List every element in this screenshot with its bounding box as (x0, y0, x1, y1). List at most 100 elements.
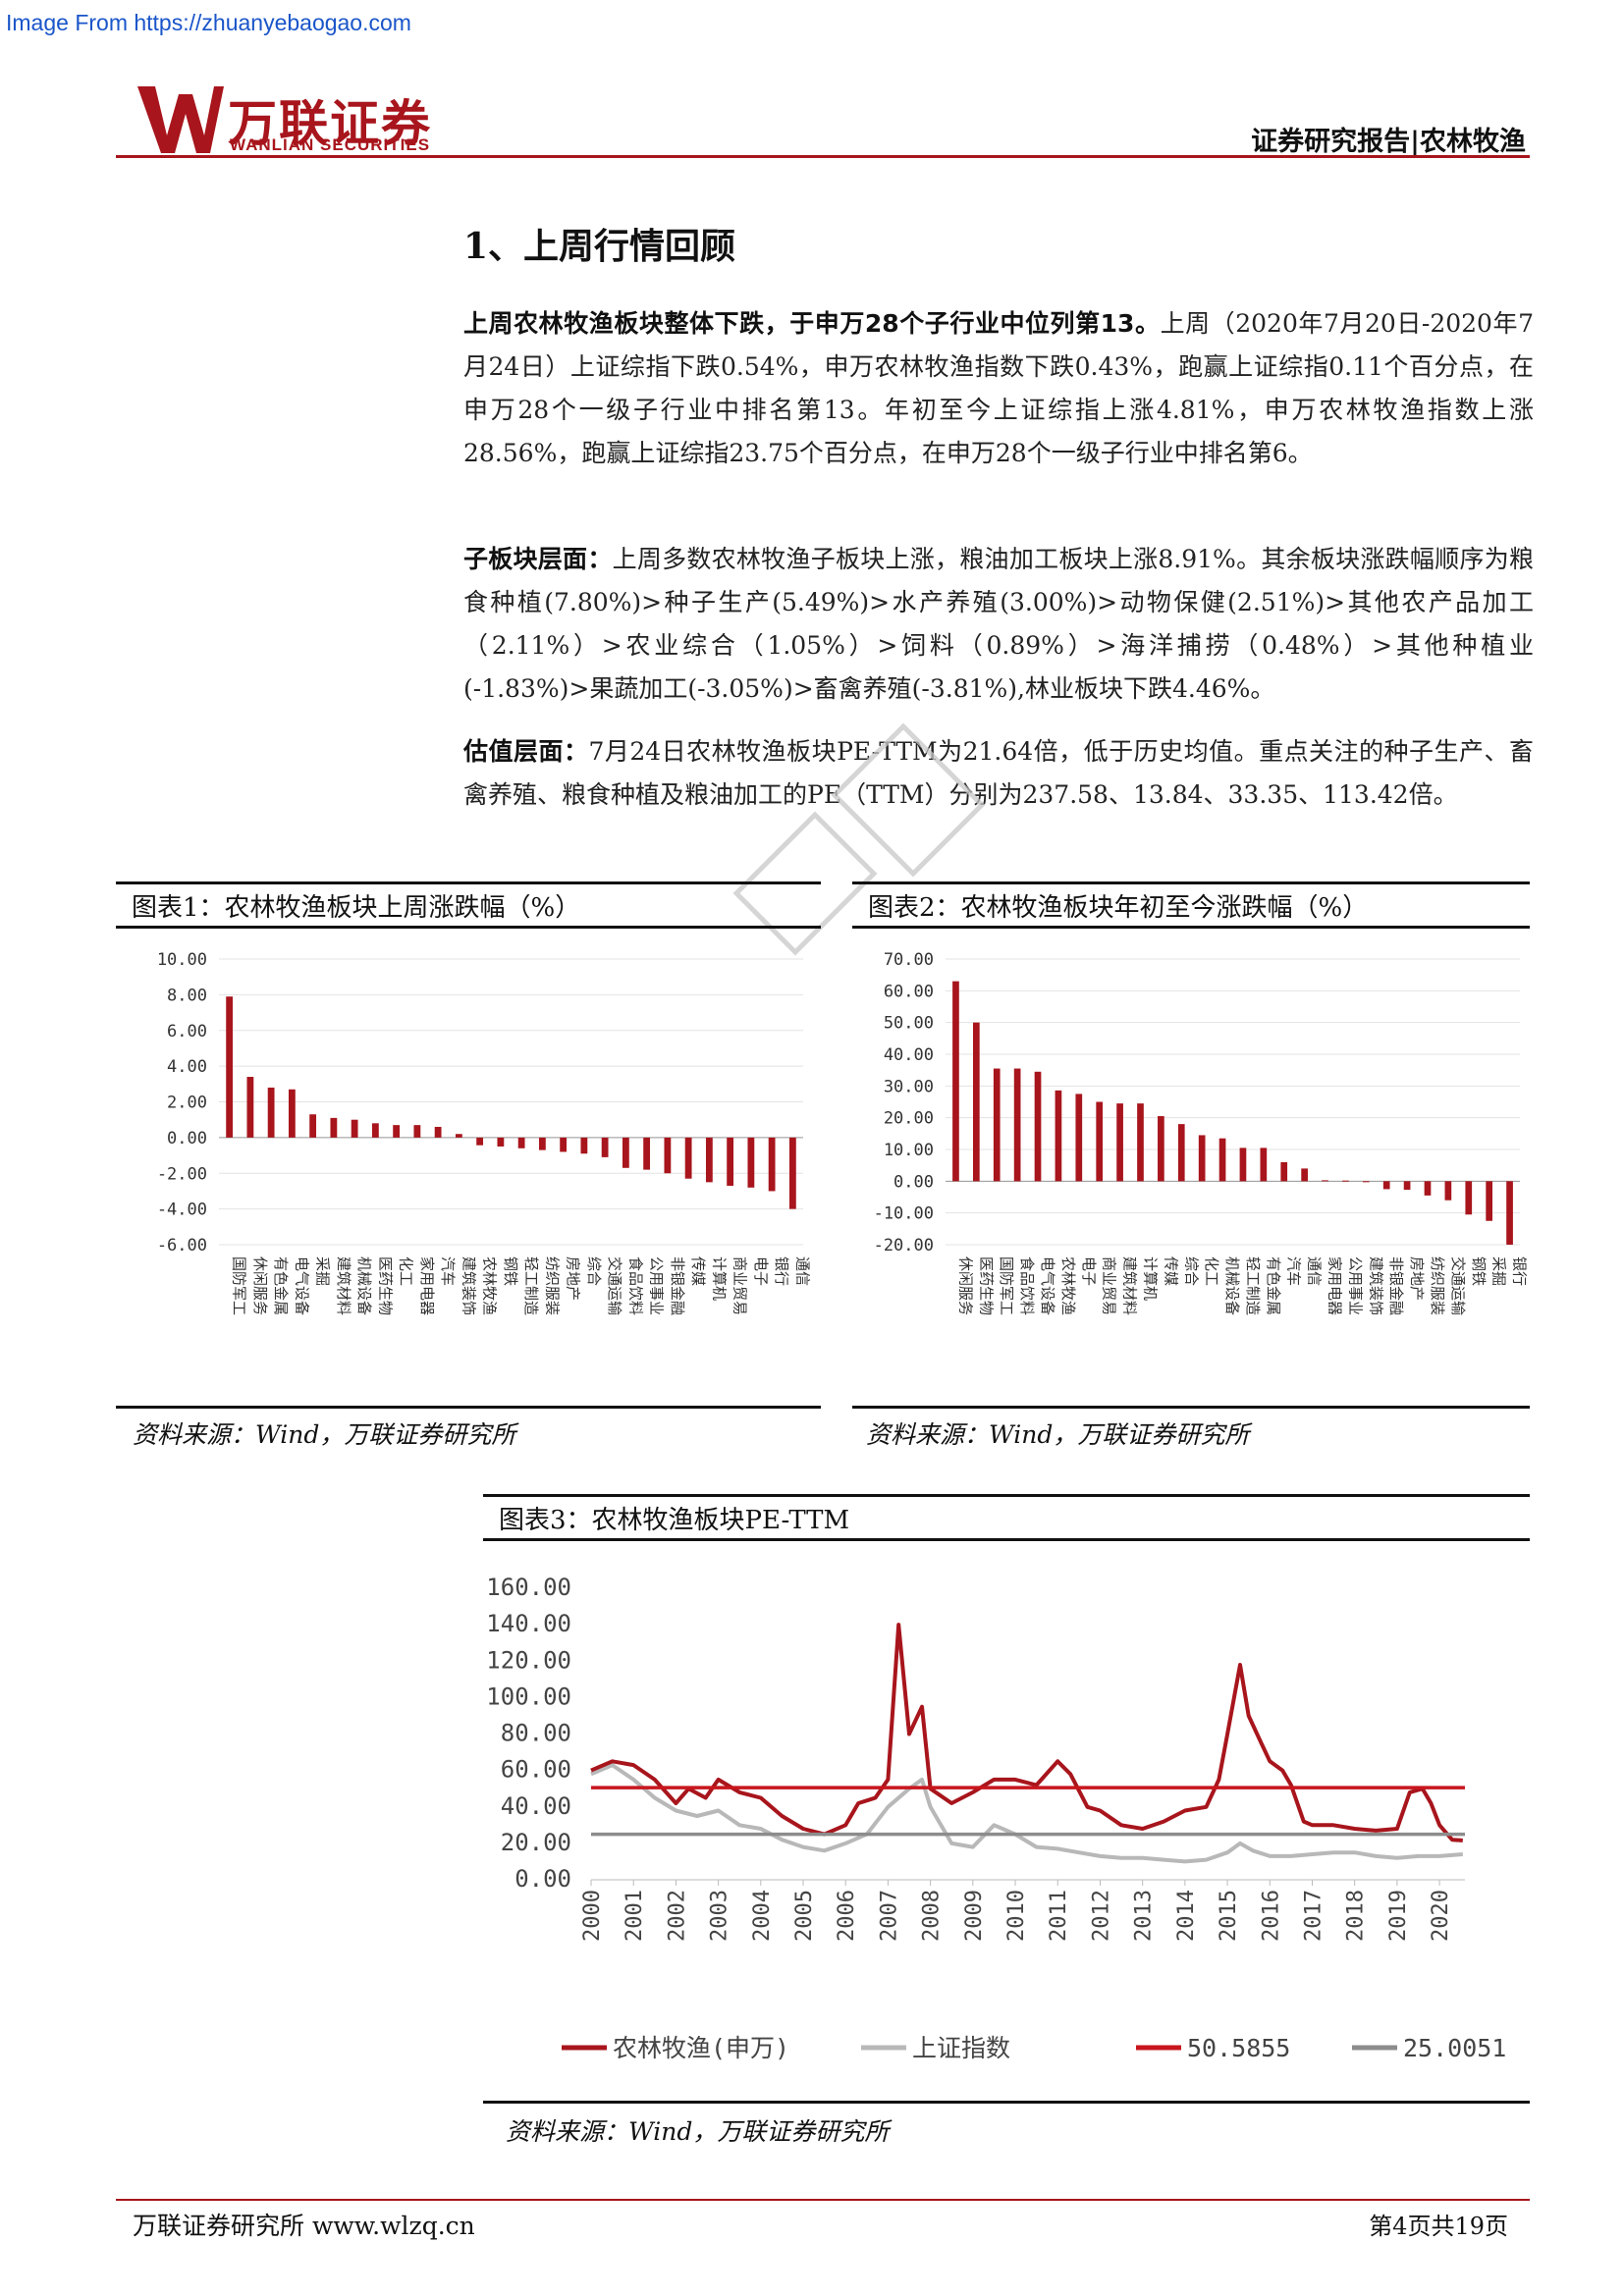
figure3-bottom-line (483, 2101, 1530, 2104)
x-tick-label: 轻工制造 (522, 1256, 540, 1315)
x-tick-label: 房地产 (565, 1256, 582, 1301)
x-tick-label: 2007 (877, 1890, 901, 1942)
y-tick-label: 6.00 (167, 1022, 207, 1041)
figure1-source: 资料来源：Wind，万联证券研究所 (133, 1420, 516, 1449)
x-tick-label: 2001 (623, 1890, 647, 1942)
x-tick-label: 钢铁 (1470, 1256, 1488, 1286)
x-tick-label: 采掘 (314, 1256, 332, 1286)
x-tick-label: 2018 (1344, 1890, 1369, 1942)
x-tick-label: 2017 (1301, 1890, 1326, 1942)
legend-label: 25.0051 (1403, 2034, 1506, 2062)
x-tick-label: 休闲服务 (956, 1256, 974, 1315)
x-tick-label: 2006 (835, 1890, 859, 1942)
bar (1075, 1094, 1083, 1182)
paragraph-overview-text: 上周（2020年7月20日-2020年7月24日）上证综指下跌0.54%，申万农… (463, 309, 1534, 467)
figure2-chart: 70.00 60.00 50.00 40.00 30.00 20.00 10.00 0.00 -… (874, 950, 1529, 1315)
x-tick-label: 食品饮料 (1018, 1256, 1036, 1315)
bar (1382, 1181, 1390, 1190)
x-tick-label: 电子 (1080, 1256, 1098, 1286)
bar (788, 1137, 796, 1209)
bar (1116, 1103, 1123, 1182)
figure1-chart: 10.00 8.00 6.00 4.00 2.00 0.00 -2.00 -4.00 -6.00… (157, 950, 812, 1315)
bar (727, 1137, 734, 1186)
wanlian-logo-icon (137, 86, 224, 153)
paragraph-overview: 上周农林牧渔板块整体下跌，于申万28个子行业中位列第13。上周（2020年7月2… (463, 302, 1534, 475)
y-tick-label: 120.00 (486, 1646, 571, 1674)
footer-left: 万联证券研究所 www.wlzq.cn (133, 2212, 475, 2240)
x-tick-label: 计算机 (1141, 1256, 1159, 1301)
x-tick-label: 2020 (1429, 1890, 1453, 1942)
x-tick-label: 2013 (1132, 1890, 1157, 1942)
figure1-bottom-line (116, 1406, 821, 1409)
figure1-title: 图表1：农林牧渔板块上周涨跌幅（%） (116, 881, 821, 929)
footer-divider (116, 2199, 1530, 2201)
bar (538, 1137, 546, 1150)
x-tick-label: 国防军工 (231, 1256, 248, 1315)
x-tick-label: 建筑装饰 (1367, 1256, 1384, 1315)
x-tick-label: 2009 (962, 1890, 987, 1942)
x-tick-label: 机械设备 (1223, 1256, 1241, 1315)
watermark-icon (732, 722, 986, 956)
bar (580, 1137, 588, 1154)
figure2-bottom-line (852, 1406, 1530, 1409)
bar (622, 1137, 629, 1168)
y-tick-label: 70.00 (884, 950, 934, 970)
x-tick-label: 公用事业 (648, 1256, 666, 1315)
x-tick-label: 医药生物 (977, 1256, 995, 1315)
source-banner: Image From https://zhuanyebaogao.com (6, 10, 411, 35)
y-tick-label: 30.00 (884, 1077, 934, 1096)
bar (476, 1137, 484, 1146)
y-tick-label: 10.00 (157, 950, 207, 970)
legend-label: 农林牧渔(申万) (613, 2034, 789, 2062)
y-tick-label: 60.00 (501, 1756, 571, 1784)
y-tick-label: 80.00 (501, 1720, 571, 1747)
x-tick-label: 2011 (1047, 1890, 1071, 1942)
bar (1096, 1101, 1104, 1182)
y-tick-label: 140.00 (486, 1610, 571, 1637)
bar (972, 1022, 980, 1182)
y-tick-label: 0.00 (167, 1129, 207, 1148)
bar (267, 1087, 275, 1138)
bar (434, 1126, 442, 1138)
y-tick-label: 4.00 (167, 1057, 207, 1077)
x-tick-label: 轻工制造 (1244, 1256, 1262, 1315)
y-tick-label: 160.00 (486, 1574, 571, 1601)
paragraph-subsector-lead: 子板块层面： (463, 545, 613, 573)
figure2-title: 图表2：农林牧渔板块年初至今涨跌幅（%） (852, 881, 1530, 929)
x-tick-label: 传媒 (1162, 1256, 1179, 1286)
figure3-source: 资料来源：Wind，万联证券研究所 (506, 2117, 890, 2146)
bar (1013, 1068, 1021, 1182)
bar (705, 1137, 713, 1183)
y-tick-label: -10.00 (874, 1204, 934, 1224)
bar (560, 1137, 568, 1152)
x-tick-label: 家用电器 (418, 1256, 436, 1315)
bar (747, 1137, 755, 1188)
x-tick-label: 汽车 (439, 1256, 457, 1286)
x-tick-label: 2012 (1089, 1890, 1113, 1942)
report-category: 证券研究报告|农林牧渔 (1251, 127, 1526, 157)
x-tick-label: 综合 (585, 1256, 603, 1286)
bar (1137, 1103, 1144, 1182)
x-tick-label: 交通运输 (606, 1256, 623, 1315)
figure3-chart: 160.00 140.00 120.00 100.00 80.00 60.00 40.00 2… (486, 1574, 1506, 2062)
bar (1177, 1124, 1185, 1182)
x-tick-label: 纺织服装 (1429, 1256, 1446, 1315)
y-tick-label: -4.00 (157, 1201, 207, 1220)
y-tick-label: 20.00 (501, 1829, 571, 1856)
bar (643, 1137, 651, 1170)
bar (1198, 1135, 1206, 1182)
x-tick-label: 汽车 (1285, 1256, 1303, 1286)
x-tick-label: 商业贸易 (731, 1256, 749, 1315)
x-tick-label: 纺织服装 (543, 1256, 561, 1315)
bar (601, 1137, 609, 1157)
figure2-source: 资料来源：Wind，万联证券研究所 (866, 1420, 1250, 1449)
legend-label: 50.5855 (1187, 2034, 1290, 2062)
bar (413, 1125, 421, 1138)
bar (684, 1137, 692, 1179)
x-tick-label: 2000 (580, 1890, 605, 1942)
bar (1486, 1181, 1493, 1221)
x-tick-label: 通信 (793, 1256, 811, 1286)
x-tick-label: 非银金融 (1387, 1256, 1405, 1315)
x-tick-label: 通信 (1306, 1256, 1324, 1286)
x-tick-label: 建筑材料 (335, 1256, 352, 1315)
